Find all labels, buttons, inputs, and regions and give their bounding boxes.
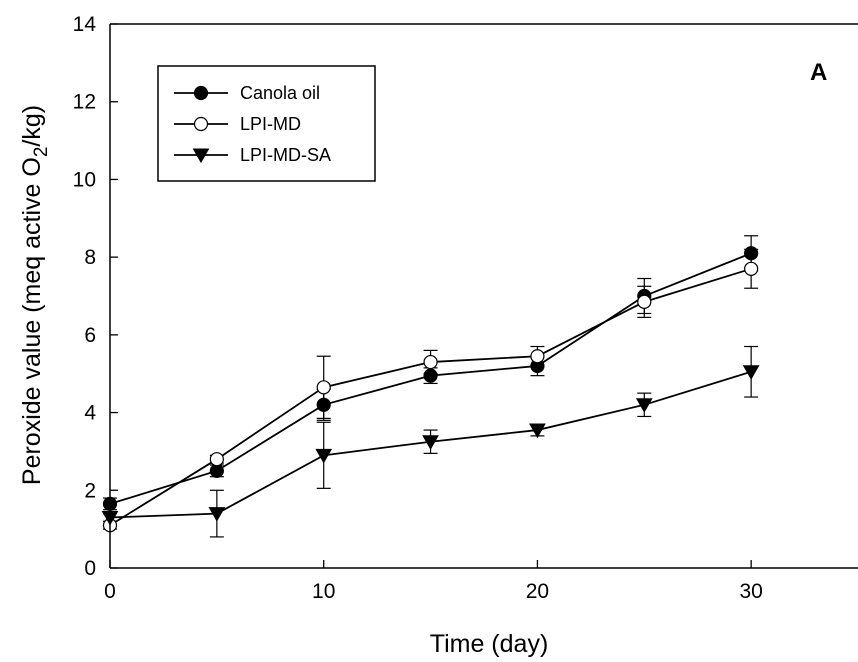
error-bars — [103, 235, 759, 538]
data-point — [423, 354, 438, 370]
legend-label: LPI-MD — [240, 114, 301, 134]
x-tick-label: 10 — [312, 580, 335, 603]
series-line-lpi-md — [109, 267, 752, 527]
legend-entry: LPI-MD — [174, 114, 301, 134]
y-axis-title-subscript: 2 — [31, 147, 52, 158]
data-point — [315, 448, 333, 464]
y-tick-label: 8 — [84, 246, 96, 269]
data-point — [422, 435, 439, 450]
y-tick-label: 10 — [73, 168, 96, 191]
legend-label: LPI-MD-SA — [240, 145, 331, 165]
data-point — [637, 294, 652, 309]
data-point — [209, 463, 224, 478]
axes — [109, 23, 858, 569]
y-axis-title: Peroxide value (meq active O2/kg) — [18, 105, 52, 485]
data-point — [529, 423, 546, 439]
legend-entry: Canola oil — [174, 83, 320, 103]
y-tick-label: 12 — [73, 91, 96, 114]
data-point — [635, 398, 653, 413]
y-tick-label: 2 — [84, 479, 96, 502]
y-axis-title-suffix: /kg) — [18, 105, 46, 147]
data-point — [316, 397, 331, 412]
y-tick-label: 14 — [73, 13, 97, 36]
x-axis-title: Time (day) — [430, 630, 549, 658]
x-tick-label: 30 — [739, 580, 762, 603]
data-point — [744, 246, 759, 261]
series-markers — [101, 246, 760, 533]
data-point — [208, 507, 226, 522]
legend-label: Canola oil — [240, 83, 320, 103]
series-lines — [109, 252, 752, 527]
legend-entry: LPI-MD-SA — [174, 145, 331, 165]
y-axis-title-prefix: Peroxide value (meq active O — [18, 157, 46, 485]
data-point — [530, 349, 545, 364]
y-tick-label: 4 — [84, 402, 96, 425]
legend: Canola oil LPI-MD LPI-MD-SA — [157, 65, 376, 182]
panel-label: A — [810, 59, 827, 86]
legend-marker — [192, 148, 210, 164]
tick-labels: 0 2 4 6 8 10 12 14 0 10 20 30 — [73, 13, 763, 603]
data-point — [316, 380, 331, 395]
data-point — [209, 452, 224, 467]
legend-marker — [193, 85, 209, 101]
data-point — [744, 261, 759, 276]
data-point — [742, 365, 760, 380]
legend-marker — [193, 116, 209, 132]
legend-items: Canola oil LPI-MD LPI-MD-SA — [174, 83, 331, 165]
x-tick-label: 20 — [526, 580, 549, 603]
x-tick-label: 0 — [104, 580, 116, 603]
y-tick-label: 6 — [84, 324, 96, 347]
data-point — [423, 368, 438, 383]
y-tick-label: 0 — [84, 557, 96, 580]
